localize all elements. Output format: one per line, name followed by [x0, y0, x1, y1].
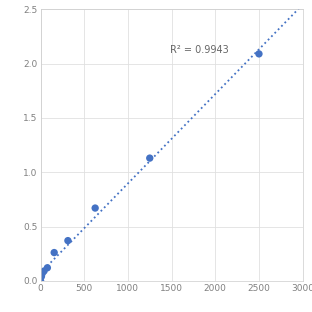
- Text: R² = 0.9943: R² = 0.9943: [170, 45, 229, 55]
- Point: [41, 269, 46, 274]
- Point: [38, 278, 43, 283]
- Point: [93, 206, 98, 211]
- Point: [40, 271, 45, 276]
- Point: [45, 265, 50, 270]
- Point: [52, 250, 57, 255]
- Point: [39, 274, 44, 279]
- Point: [147, 156, 152, 161]
- Point: [256, 51, 261, 56]
- Point: [66, 238, 71, 243]
